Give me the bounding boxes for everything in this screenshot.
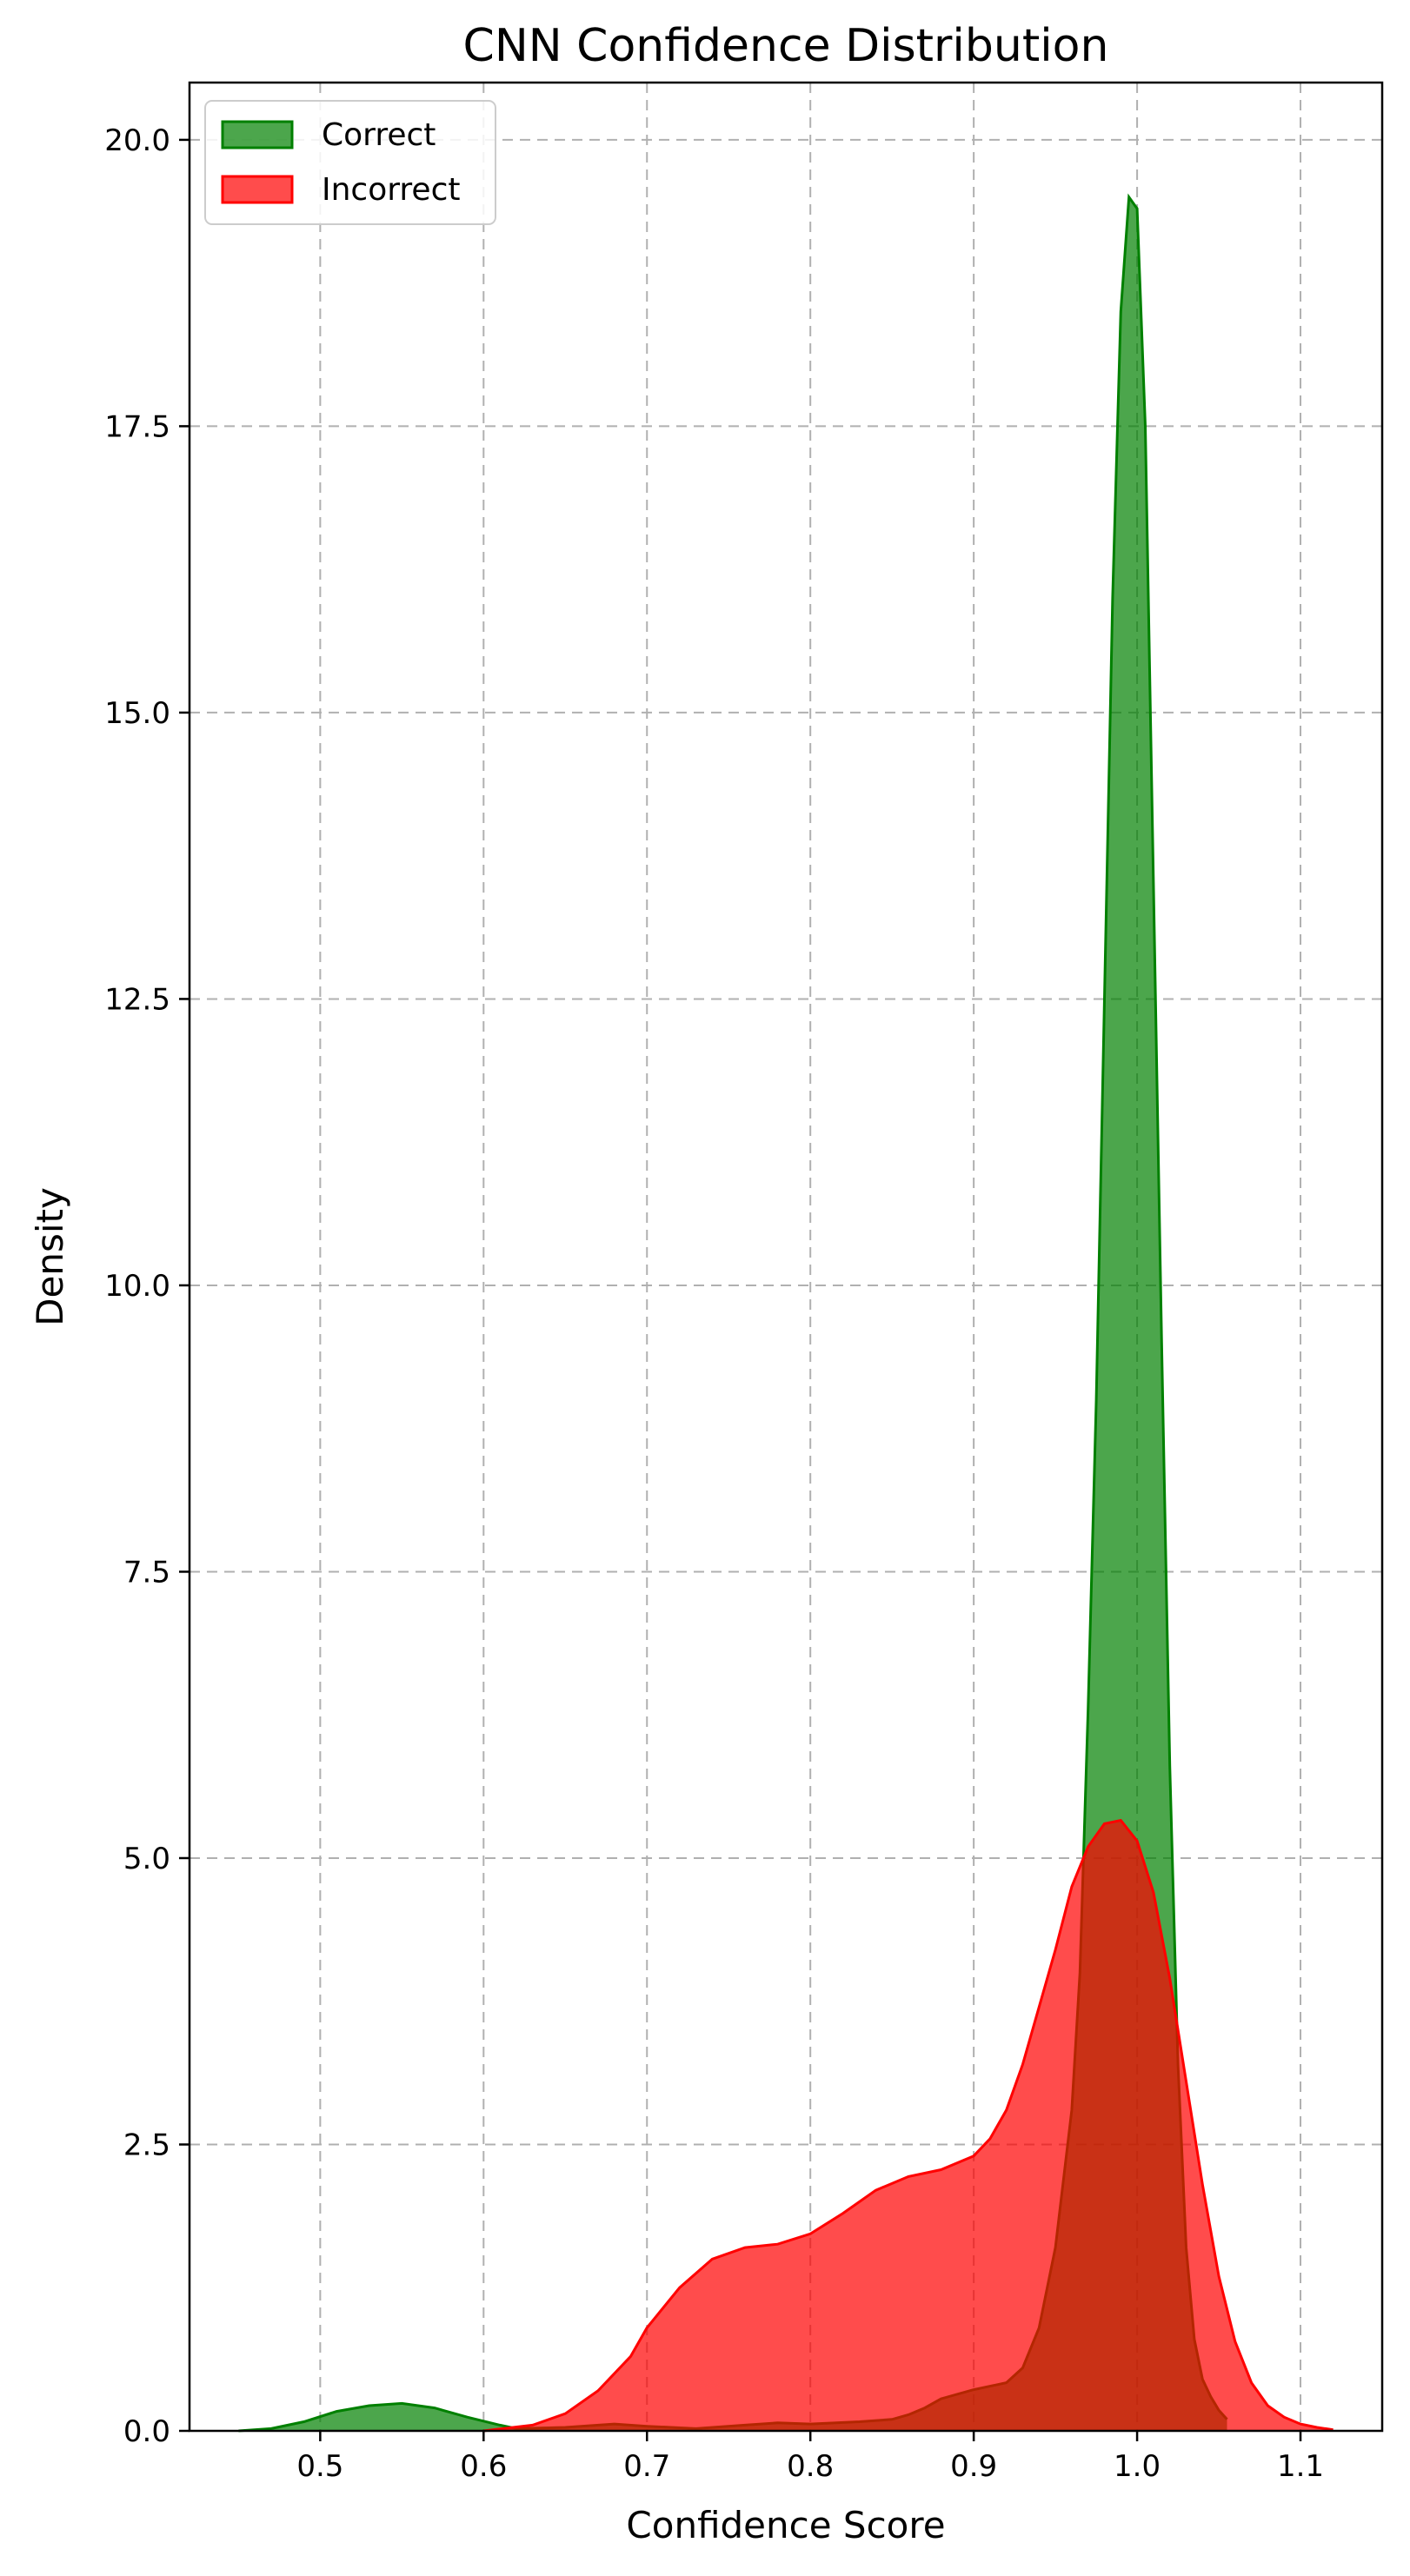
area-incorrect [483, 1820, 1334, 2431]
x-tick-label: 0.8 [787, 2449, 834, 2484]
y-tick-label: 2.5 [123, 2128, 170, 2162]
y-tick-label: 15.0 [104, 696, 170, 731]
axis-ticks: 0.5 0.6 0.7 0.8 0.9 1.0 1.1 0.0 2.5 5.0 7.5 10.0 12.… [104, 123, 1324, 2484]
x-tick-label: 1.1 [1277, 2449, 1324, 2484]
series-areas [238, 193, 1334, 2433]
legend-label-incorrect: Incorrect [322, 172, 461, 208]
y-axis-label: Density [29, 1187, 71, 1326]
legend-label-correct: Correct [322, 117, 436, 153]
chart-title: CNN Confidence Distribution [463, 20, 1109, 72]
plot-frame [188, 81, 1384, 2433]
legend: Correct Incorrect [204, 100, 496, 225]
y-tick-label: 10.0 [104, 1269, 170, 1304]
x-tick-label: 1.0 [1114, 2449, 1161, 2484]
y-tick-label: 17.5 [104, 409, 170, 444]
legend-swatch-correct [221, 120, 294, 149]
x-tick-label: 0.5 [296, 2449, 343, 2484]
x-axis-label: Confidence Score [626, 2504, 945, 2546]
y-tick-label: 12.5 [104, 982, 170, 1017]
y-tick-label: 7.5 [123, 1555, 170, 1590]
line-incorrect [483, 1818, 1334, 2433]
x-tick-label: 0.7 [623, 2449, 670, 2484]
x-tick-label: 0.9 [950, 2449, 997, 2484]
y-tick-label: 20.0 [104, 123, 170, 158]
y-tick-label: 5.0 [123, 1842, 170, 1876]
y-tick-label: 0.0 [123, 2414, 170, 2449]
x-tick-label: 0.6 [460, 2449, 507, 2484]
legend-swatch-incorrect [221, 175, 294, 204]
